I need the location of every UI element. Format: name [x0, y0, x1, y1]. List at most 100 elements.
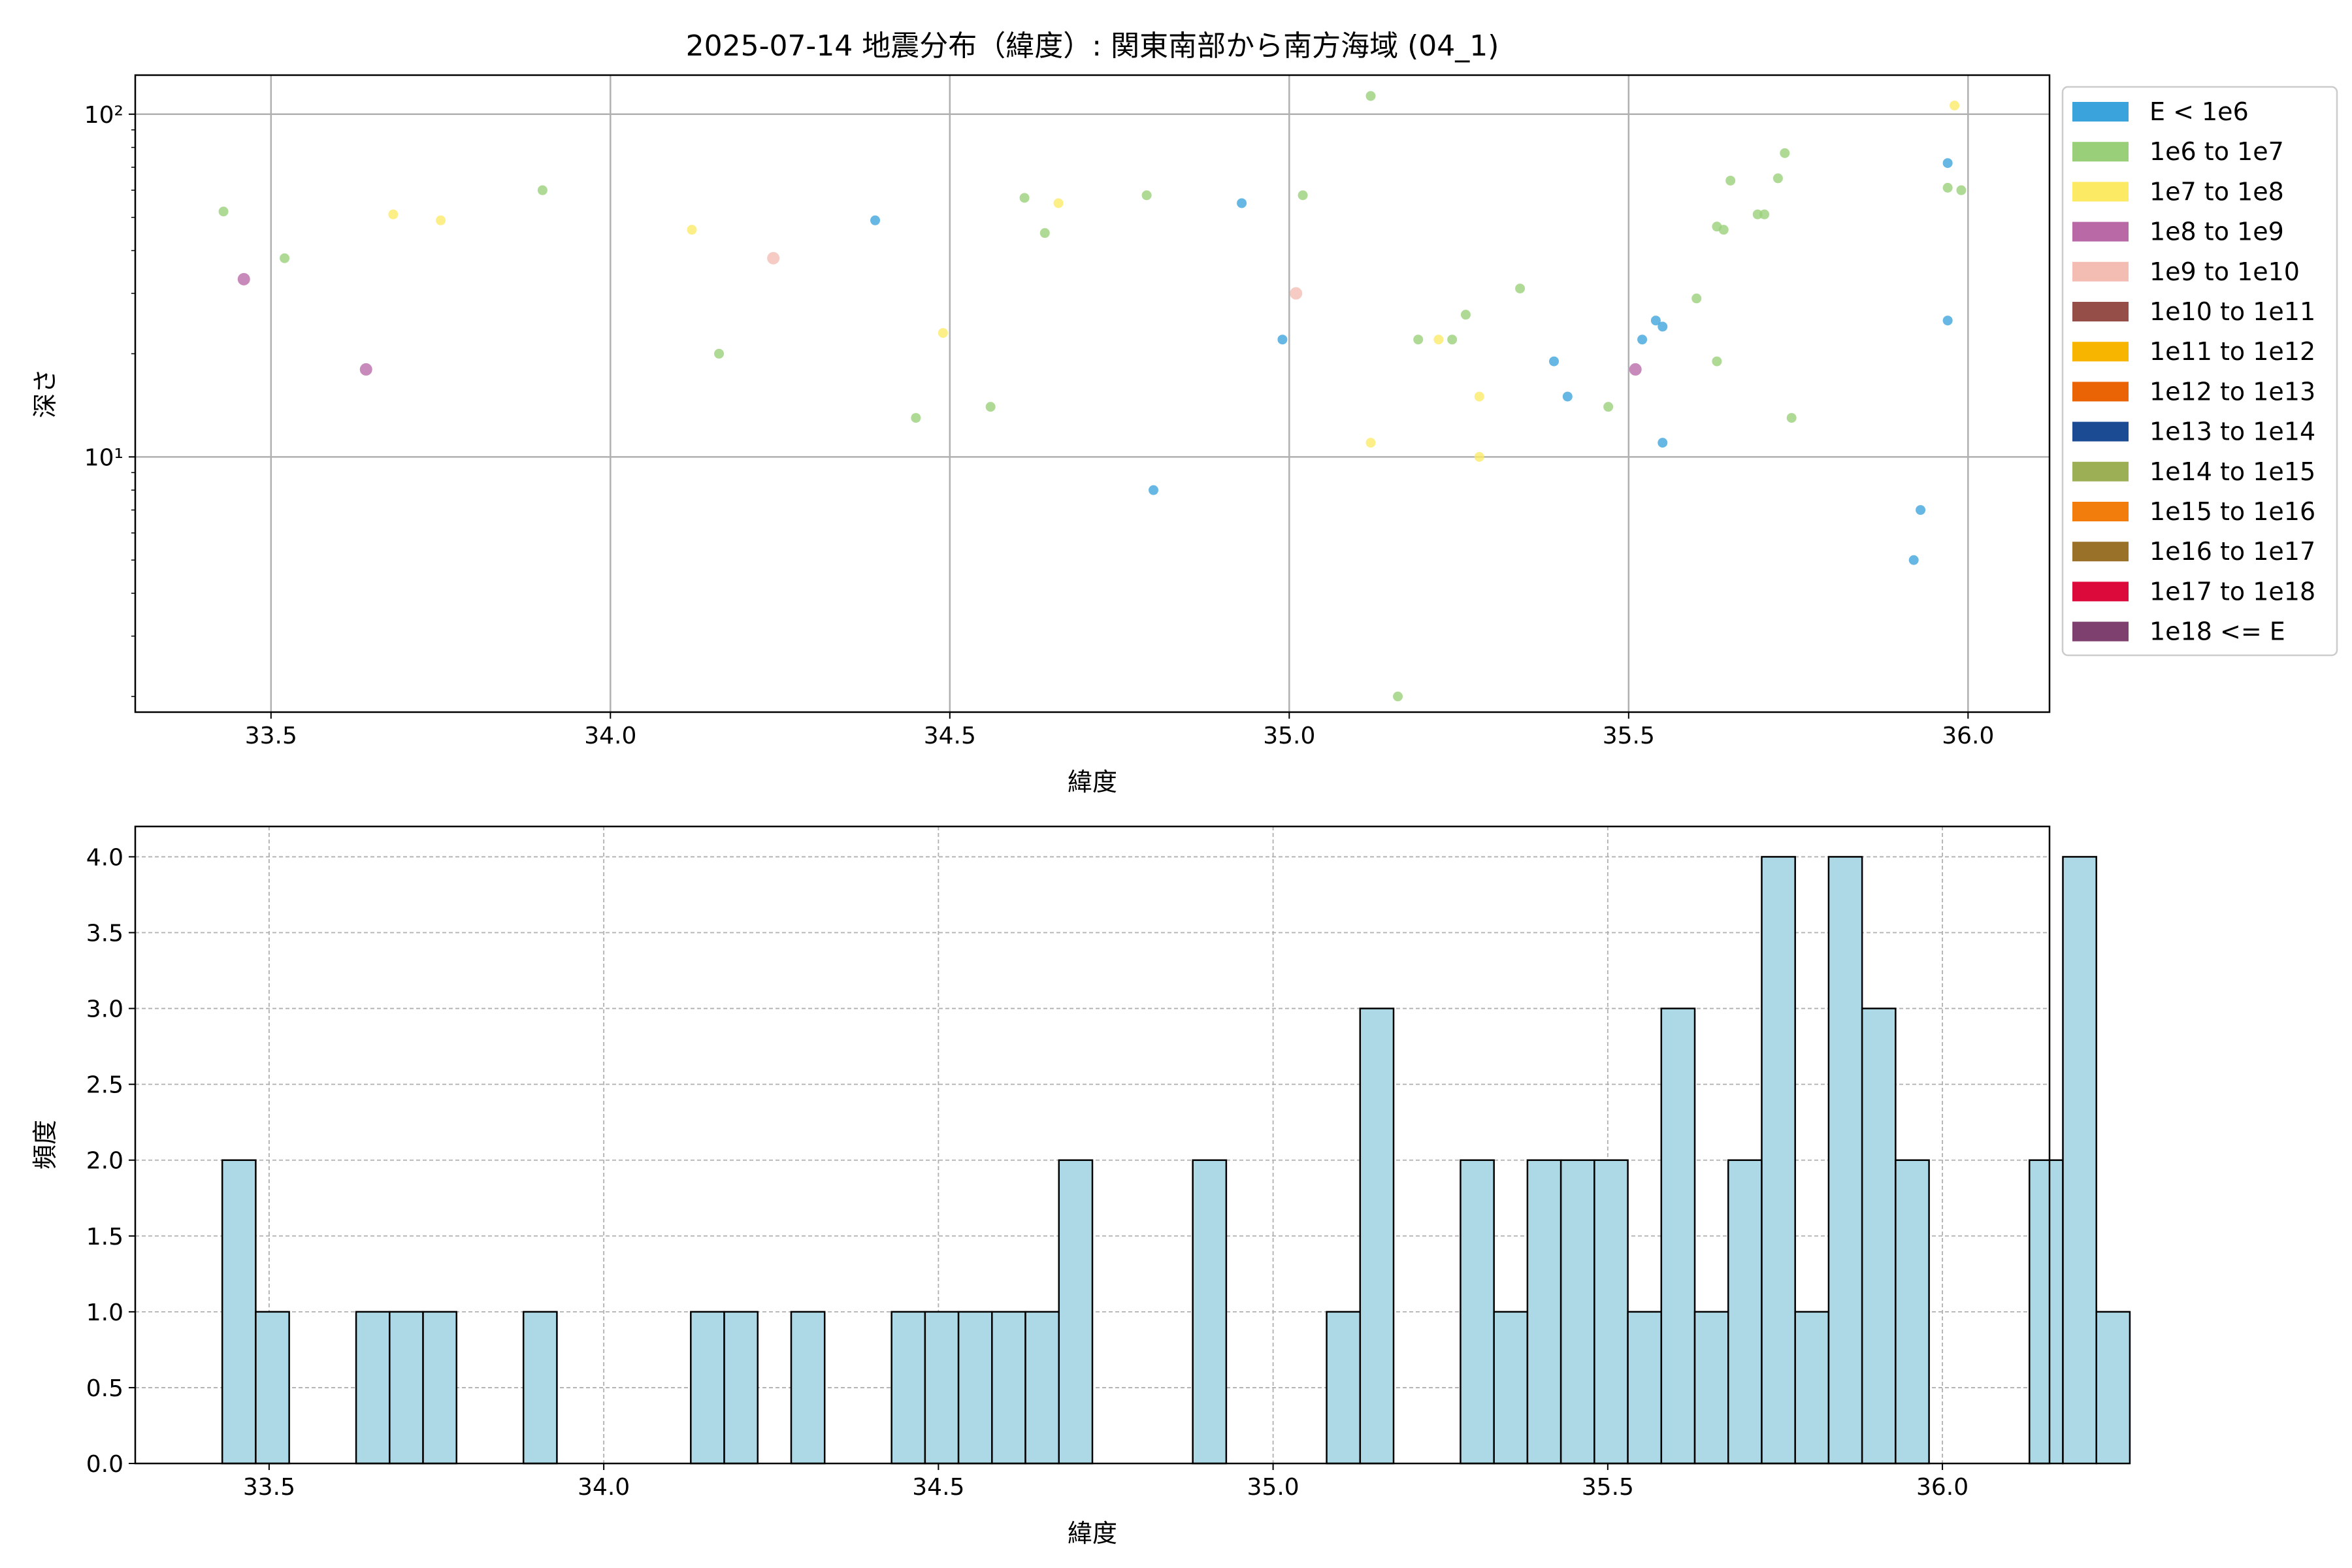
scatter-x-tick-label: 34.0 [584, 723, 636, 749]
histogram-bar [1693, 1311, 1729, 1465]
histogram-y-tick-label: 2.0 [86, 1148, 123, 1175]
legend-swatch [2072, 342, 2129, 362]
scatter-grid [135, 75, 2050, 712]
data-point [1691, 293, 1702, 304]
data-point [870, 215, 881, 225]
histogram-bar [1526, 1159, 1562, 1465]
data-point [938, 328, 948, 338]
histogram-axes: 33.5 34.0 34.5 35.0 35.5 36.0 0.0 0.5 1.0 1.5 2.0 2… [86, 844, 1968, 1501]
data-point [1637, 335, 1648, 345]
legend-label: E < 1e6 [2149, 97, 2249, 126]
histogram-bar [991, 1311, 1026, 1465]
chart-title: 2025-07-14 地震分布（緯度）: 関東南部から南方海域 (04_1) [686, 29, 1499, 63]
histogram-bar [957, 1311, 993, 1465]
legend-swatch [2072, 542, 2129, 562]
legend-swatch [2072, 382, 2129, 402]
legend-swatch [2072, 221, 2129, 242]
histogram-bar [1192, 1159, 1228, 1465]
data-point [218, 206, 229, 217]
legend-label: 1e12 to 1e13 [2149, 377, 2315, 406]
histogram-y-tick-label: 0.5 [86, 1375, 123, 1402]
legend-swatch [2072, 621, 2129, 642]
data-point [1549, 356, 1560, 367]
data-point [280, 253, 290, 263]
data-point [1916, 505, 1926, 515]
scatter-x-tick-label: 35.5 [1603, 723, 1655, 749]
legend-swatch [2072, 142, 2129, 162]
scatter-y-tick-label: 10¹ [84, 444, 123, 471]
legend-label: 1e18 <= E [2149, 617, 2285, 646]
histogram-bar [924, 1311, 960, 1465]
depth-scatter-chart: 2025-07-14 地震分布（緯度）: 関東南部から南方海域 (04_1) 3… [31, 29, 2051, 796]
histogram-bars [221, 856, 2131, 1465]
data-point [1447, 335, 1458, 345]
data-point [1474, 391, 1484, 402]
data-point [1752, 209, 1763, 220]
histogram-y-tick-label: 3.0 [86, 996, 123, 1023]
histogram-bar [1794, 1311, 1830, 1465]
histogram-bar [690, 1311, 725, 1465]
data-point [1365, 438, 1376, 448]
data-point [1019, 193, 1030, 203]
data-point [1786, 413, 1797, 423]
histogram-bar [1560, 1159, 1595, 1465]
data-point [1413, 335, 1424, 345]
data-point [1908, 555, 1919, 565]
data-point [237, 272, 250, 286]
data-point [1759, 209, 1770, 220]
data-point [767, 252, 780, 265]
legend-label: 1e7 to 1e8 [2149, 177, 2284, 206]
histogram-bar [790, 1311, 826, 1465]
scatter-points [218, 91, 1967, 702]
scatter-x-tick-label: 35.0 [1263, 723, 1315, 749]
histogram-y-tick-label: 4.0 [86, 844, 123, 871]
legend: E < 1e6 1e6 to 1e7 1e7 to 1e8 1e8 to 1e9 1e9… [2061, 86, 2338, 657]
histogram-bar [1627, 1311, 1663, 1465]
data-point [1460, 310, 1471, 320]
histogram-bar [1024, 1311, 1060, 1465]
histogram-bar [1861, 1007, 1897, 1465]
data-point [1725, 175, 1736, 186]
histogram-bar [1493, 1311, 1529, 1465]
histogram-bar [2095, 1311, 2131, 1465]
data-point [1950, 100, 1960, 110]
data-point [1956, 185, 1967, 195]
legend-label: 1e11 to 1e12 [2149, 337, 2315, 366]
scatter-axes: 33.5 34.0 34.5 35.0 35.5 36.0 10¹ 10² [84, 102, 1995, 749]
data-point [1277, 335, 1288, 345]
data-point [1772, 173, 1783, 184]
histogram-y-tick-label: 0.0 [86, 1451, 123, 1478]
data-point [537, 185, 547, 195]
histogram-bar [355, 1311, 391, 1465]
data-point [985, 402, 996, 412]
legend-label: 1e13 to 1e14 [2149, 417, 2315, 446]
data-point [1942, 316, 1953, 326]
histogram-x-tick-label: 35.0 [1247, 1474, 1299, 1501]
legend-label: 1e17 to 1e18 [2149, 577, 2315, 606]
scatter-y-tick-label: 10² [84, 102, 123, 129]
histogram-bar [723, 1311, 759, 1465]
data-point [1658, 321, 1668, 332]
data-point [714, 348, 725, 359]
histogram-x-tick-label: 36.0 [1916, 1474, 1968, 1501]
data-point [1603, 402, 1614, 412]
data-point [1039, 228, 1050, 238]
data-point [436, 215, 446, 225]
legend-label: 1e6 to 1e7 [2149, 137, 2284, 166]
legend-swatch [2072, 302, 2129, 321]
data-point [1474, 451, 1484, 462]
legend-swatch [2072, 502, 2129, 521]
legend-label: 1e9 to 1e10 [2149, 257, 2300, 286]
data-point [687, 225, 697, 235]
legend-label: 1e14 to 1e15 [2149, 457, 2315, 486]
legend-label: 1e16 to 1e17 [2149, 537, 2315, 566]
histogram-y-axis-label: 頻度 [31, 1120, 59, 1169]
legend-frame [2061, 86, 2338, 657]
histogram-x-tick-label: 33.5 [243, 1474, 295, 1501]
data-point [911, 413, 921, 423]
data-point [1650, 316, 1661, 326]
data-point [1149, 485, 1159, 495]
scatter-x-tick-label: 36.0 [1942, 723, 1994, 749]
histogram-bar [2029, 1159, 2064, 1465]
